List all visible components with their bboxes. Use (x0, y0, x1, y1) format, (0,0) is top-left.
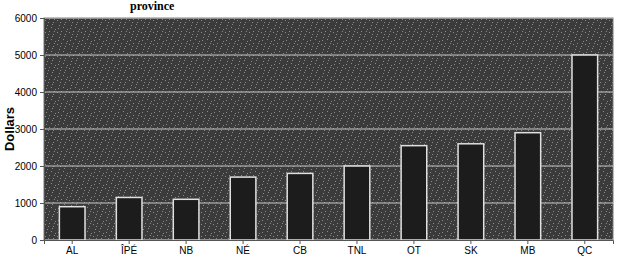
tick-mark (40, 203, 44, 204)
grid-line (44, 54, 613, 55)
tick: NB (179, 240, 193, 256)
tick: 1000 (15, 198, 44, 209)
tick-label: OT (407, 245, 421, 256)
tick-label: TNL (348, 245, 367, 256)
tick-mark (413, 240, 414, 244)
tick: MB (520, 240, 535, 256)
tick-label: 0 (31, 235, 37, 246)
tick: 5000 (15, 50, 44, 61)
tick-label: 1000 (15, 198, 38, 209)
bar (515, 133, 541, 240)
tick-label: 3000 (15, 124, 38, 135)
tick-label: 2000 (15, 161, 38, 172)
tick-mark (40, 129, 44, 130)
tick: 4000 (15, 87, 44, 98)
tick-mark (584, 240, 585, 244)
bar (116, 197, 142, 240)
plot: 0 1000 2000 3000 4000 5000 6000 AL ÎPÉ NB NÉ CB TNL O… (15, 13, 614, 256)
tick: NÉ (236, 240, 250, 256)
tick: TNL (348, 240, 367, 256)
tick: QC (577, 240, 592, 256)
bar (173, 199, 199, 240)
tick-mark (40, 240, 44, 241)
tick-mark (186, 240, 187, 244)
tick-mark (300, 240, 301, 244)
bar (458, 144, 484, 240)
tick-label: ÎPÉ (120, 244, 137, 256)
tick-label: 4000 (15, 87, 38, 98)
tick-label: MB (520, 245, 535, 256)
bar (230, 177, 256, 240)
axis-line (45, 241, 614, 245)
y-axis-title: Dollars (2, 107, 17, 151)
tick-mark (40, 18, 44, 19)
tick-label: AL (66, 245, 79, 256)
tick-mark (527, 240, 528, 244)
tick-mark (470, 240, 471, 244)
title: province (130, 0, 175, 13)
axis-line (40, 19, 45, 241)
plot-background (44, 18, 613, 240)
tick: 2000 (15, 161, 44, 172)
bar (287, 173, 313, 240)
tick: SK (464, 240, 478, 256)
y-axis: 0 1000 2000 3000 4000 5000 6000 (15, 13, 45, 246)
tick: 3000 (15, 124, 44, 135)
tick-label: NB (179, 245, 193, 256)
bar (401, 146, 427, 240)
tick-mark (40, 166, 44, 167)
bar (59, 207, 85, 240)
tick-label: CB (293, 245, 307, 256)
x-axis: AL ÎPÉ NB NÉ CB TNL OT SK MB QC (45, 240, 614, 256)
tick-label: QC (577, 245, 592, 256)
chart: 0 1000 2000 3000 4000 5000 6000 AL ÎPÉ NB NÉ CB TNL O… (0, 0, 623, 264)
tick: CB (293, 240, 307, 256)
grid-line (44, 17, 613, 18)
bar (572, 55, 598, 240)
tick-mark (40, 92, 44, 93)
tick-label: 6000 (15, 13, 38, 24)
tick-mark (243, 240, 244, 244)
tick: 6000 (15, 13, 44, 24)
grid (44, 18, 613, 240)
grid-line (44, 91, 613, 92)
grid-line (44, 128, 613, 129)
tick-label: NÉ (236, 244, 250, 256)
tick-label: SK (464, 245, 478, 256)
tick-mark (72, 240, 73, 244)
bars (59, 55, 597, 240)
tick-mark (129, 240, 130, 244)
tick-mark (356, 240, 357, 244)
tick: OT (407, 240, 421, 256)
tick: AL (66, 240, 79, 256)
tick-mark (40, 55, 44, 56)
tick: 0 (31, 235, 44, 246)
bar (344, 166, 370, 240)
tick-label: 5000 (15, 50, 38, 61)
tick: ÎPÉ (120, 240, 137, 256)
